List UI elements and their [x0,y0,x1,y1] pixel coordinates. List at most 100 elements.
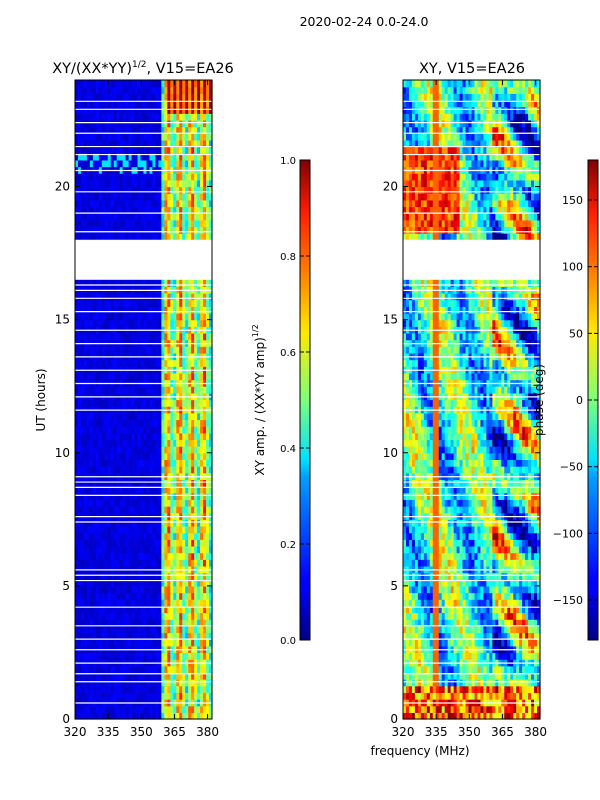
heatmap-cell [77,119,82,128]
heatmap-cell [188,639,192,647]
heatmap-cell [134,572,139,580]
heatmap-cell [197,386,201,394]
heatmap-cell [426,672,431,680]
heatmap-cell [155,279,159,287]
heatmap-cell [200,506,204,514]
heatmap-cell [182,705,186,713]
heatmap-cell [104,486,109,494]
heatmap-cell [176,639,180,647]
heatmap-cell [176,193,180,201]
heatmap-cell [188,226,192,234]
heatmap-cell [122,119,127,128]
heatmap-cell [197,466,201,474]
heatmap-cell [131,585,136,594]
heatmap-cell [104,499,109,507]
heatmap-cell [119,479,124,487]
heatmap-cell [167,119,171,128]
heatmap-cell [203,133,207,141]
heatmap-cell [423,679,428,687]
heatmap-cell [75,506,79,514]
heatmap-cell [194,126,198,134]
heatmap-cell [474,619,479,627]
heatmap-cell [504,652,508,660]
heatmap-cell [83,632,88,640]
heatmap-cell [140,219,145,228]
heatmap-cell [403,705,407,713]
heatmap-cell [194,712,198,720]
heatmap-cell [188,193,192,201]
heatmap-cell [173,499,177,507]
heatmap-cell [113,579,118,587]
heatmap-cell [170,519,174,527]
heatmap-cell [101,299,106,307]
heatmap-cell [77,306,82,314]
heatmap-cell [92,306,97,314]
heatmap-cell [200,359,204,367]
heatmap-cell [125,86,130,94]
heatmap-cell [170,332,174,341]
heatmap-cell [158,199,162,208]
heatmap-cell [83,585,88,594]
heatmap-cell [498,665,502,674]
heatmap-cell [131,332,136,341]
heatmap-cell [83,639,88,647]
heatmap-cell [432,685,437,693]
heatmap-cell [161,146,165,154]
heatmap-cell [110,173,115,181]
heatmap-cell [188,539,192,547]
heatmap-cell [98,86,103,94]
heatmap-cell [86,99,91,108]
heatmap-cell [137,499,142,507]
heatmap-cell [203,213,207,221]
heatmap-cell [75,199,79,208]
heatmap-cell [179,552,183,560]
heatmap-cell [149,499,154,507]
heatmap-cell [101,219,106,228]
heatmap-cell [77,492,82,500]
heatmap-cell [203,179,207,188]
heatmap-cell [531,672,535,680]
heatmap-cell [134,492,139,500]
heatmap-cell [170,106,174,114]
heatmap-cell [519,632,523,640]
heatmap-cell [75,93,79,101]
heatmap-cell [95,113,100,121]
heatmap-cell [206,153,210,161]
heatmap-cell [194,219,198,228]
figure-suptitle: 2020-02-24 0.0-24.0 [300,14,429,29]
heatmap-cell [122,585,127,594]
heatmap-cell [122,539,127,547]
heatmap-cell [140,86,145,94]
heatmap-cell [167,139,171,148]
heatmap-cell [86,159,91,168]
heatmap-cell [164,426,168,434]
heatmap-cell [89,439,94,447]
heatmap-cell [116,592,121,600]
heatmap-cell [194,153,198,161]
heatmap-cell [191,199,195,208]
heatmap-cell [152,525,157,534]
heatmap-cell [119,532,124,540]
heatmap-cell [75,159,79,168]
heatmap-cell [116,499,121,507]
heatmap-cell [86,213,91,221]
heatmap-cell [179,612,183,620]
heatmap-cell [179,279,183,287]
heatmap-cell [140,306,145,314]
heatmap-cell [86,446,91,454]
heatmap-cell [522,639,526,647]
heatmap-cell [113,525,118,534]
heatmap-cell [176,86,180,94]
heatmap-cell [107,126,112,134]
heatmap-cell [86,119,91,128]
heatmap-cell [83,432,88,441]
heatmap-cell [182,93,186,101]
heatmap-cell [134,552,139,560]
heatmap-cell [113,432,118,441]
heatmap-cell [200,559,204,567]
heatmap-cell [188,552,192,560]
heatmap-cell [98,426,103,434]
heatmap-cell [176,386,180,394]
heatmap-cell [86,632,91,640]
